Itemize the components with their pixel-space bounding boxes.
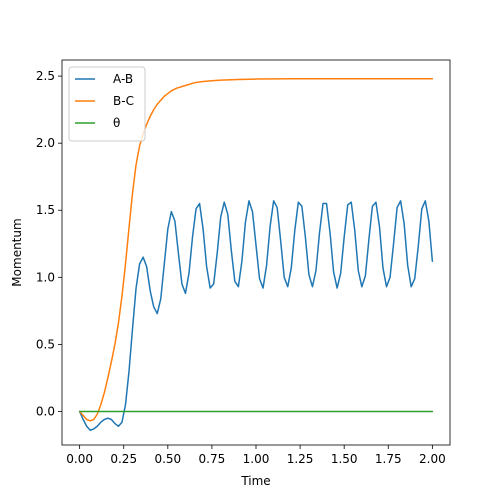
x-tick-label: 0.50	[154, 452, 181, 466]
legend-label-1: A-B	[113, 72, 133, 86]
legend: A-B B-C θ	[68, 66, 146, 142]
x-axis-label: Time	[240, 474, 270, 488]
series-line-2	[78, 78, 434, 422]
x-tick-label: 1.75	[375, 452, 402, 466]
x-tick-label: 0.75	[199, 452, 226, 466]
legend-label-3: θ	[113, 116, 120, 130]
x-tick-label: 0.25	[110, 452, 137, 466]
axes-group: 0.00 0.25 0.50 0.75 1.00 1.25 1.50 1.75 2.00 0.0 0…	[36, 59, 451, 466]
y-tick-label: 0.0	[36, 404, 55, 418]
x-tick-label: 0.00	[66, 452, 93, 466]
y-tick-label: 2.0	[36, 136, 55, 150]
x-tick-label: 1.25	[287, 452, 314, 466]
y-axis-label: Momentum	[10, 218, 24, 286]
x-tick-label: 1.50	[331, 452, 358, 466]
series-group	[78, 78, 434, 431]
y-tick-label: 1.0	[36, 270, 55, 284]
y-tick-label: 2.5	[36, 69, 55, 83]
x-tick-label: 2.00	[419, 452, 446, 466]
series-line-1	[78, 200, 434, 431]
x-tick-label: 1.00	[243, 452, 270, 466]
legend-label-2: B-C	[113, 94, 134, 108]
y-tick-label: 1.5	[36, 203, 55, 217]
y-tick-label: 0.5	[36, 337, 55, 351]
